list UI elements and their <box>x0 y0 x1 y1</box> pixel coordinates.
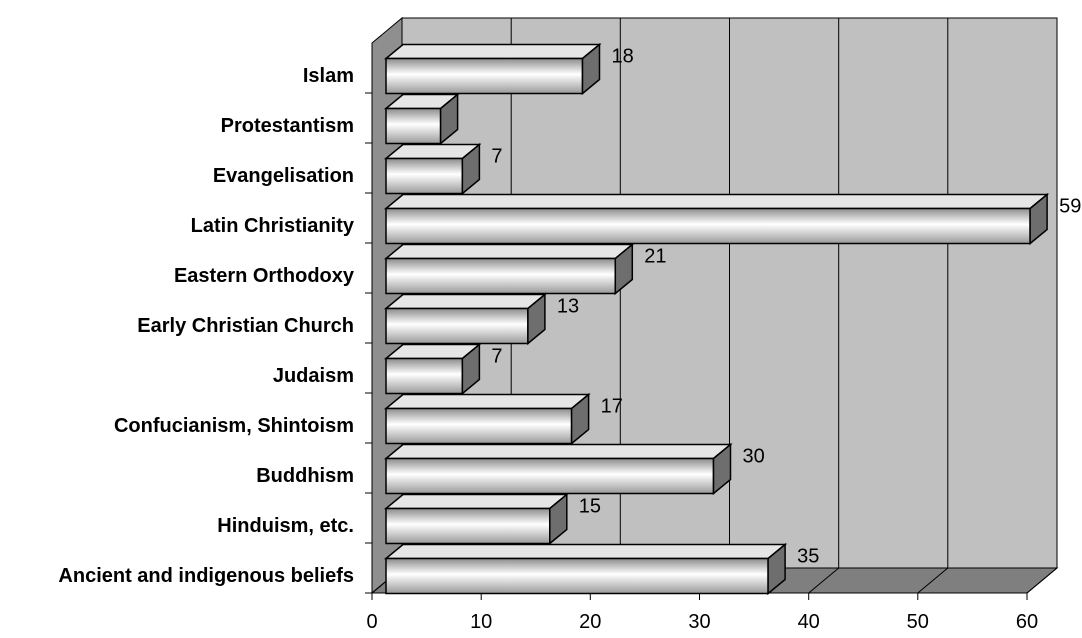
bar <box>383 42 602 96</box>
bar-end-face <box>439 92 459 146</box>
bar-end-face <box>461 342 481 396</box>
data-label: 13 <box>557 296 579 318</box>
bar <box>383 142 482 196</box>
bars <box>383 42 1050 596</box>
data-label: 7 <box>491 146 502 168</box>
category-label: Early Christian Church <box>137 315 354 337</box>
category-label: Judaism <box>273 365 354 387</box>
category-label: Islam <box>303 65 354 87</box>
bar-top-face <box>383 43 602 60</box>
bar <box>383 542 788 596</box>
bar-end-face <box>549 492 568 546</box>
bar-front-face <box>385 107 442 145</box>
data-labels: 18 7 59 21 13 7 17 30 15 35 <box>491 46 1081 568</box>
category-label: Protestantism <box>221 115 354 137</box>
x-tick-label: 10 <box>470 611 492 633</box>
bar-front-face <box>385 507 551 545</box>
bar <box>383 392 591 446</box>
bar-front-face <box>385 357 464 395</box>
floor-gridline <box>1026 567 1058 594</box>
bar-end-face <box>767 542 786 596</box>
bar <box>383 192 1050 246</box>
bar-top-face <box>383 193 1050 210</box>
data-label: 59 <box>1059 196 1081 218</box>
bar-top-face <box>383 443 733 460</box>
data-label: 21 <box>644 246 666 268</box>
bar <box>383 292 547 346</box>
bar-front-face <box>385 207 1031 245</box>
x-tick-label: 40 <box>798 611 820 633</box>
bar <box>383 442 733 496</box>
x-tick-label: 0 <box>366 611 377 633</box>
bar-end-face <box>581 42 601 96</box>
bar-top-face <box>383 493 569 510</box>
category-labels: Islam Protestantism Evangelisation Latin Ch… <box>58 65 354 587</box>
category-label: Eastern Orthodoxy <box>174 265 355 287</box>
bar-front-face <box>385 157 464 195</box>
x-tick-label: 30 <box>688 611 710 633</box>
bar-front-face <box>385 257 617 295</box>
bar-end-face <box>1029 192 1048 246</box>
data-label: 17 <box>601 396 623 418</box>
x-tick-label: 20 <box>579 611 601 633</box>
bar-top-face <box>383 543 788 560</box>
category-label: Ancient and indigenous beliefs <box>58 565 354 587</box>
bar <box>383 342 482 396</box>
bar-end-face <box>614 242 634 296</box>
bar-end-face <box>570 392 590 446</box>
data-label: 30 <box>743 446 765 468</box>
bar-top-face <box>383 393 591 410</box>
floor-gridline <box>808 567 840 594</box>
bar-end-face <box>461 142 481 196</box>
bar-top-face <box>383 293 547 310</box>
data-label: 7 <box>491 346 502 368</box>
category-label: Evangelisation <box>213 165 354 187</box>
x-tick-label: 60 <box>1016 611 1038 633</box>
category-label: Confucianism, Shintoism <box>114 415 354 437</box>
bar-end-face <box>527 292 546 346</box>
data-label: 18 <box>612 46 634 68</box>
bar-top-face <box>383 243 635 260</box>
bar-front-face <box>385 57 584 95</box>
bar-front-face <box>385 557 769 595</box>
data-label: 15 <box>579 496 601 518</box>
data-label: 35 <box>797 546 819 568</box>
bar <box>383 492 569 546</box>
category-label: Buddhism <box>256 465 354 487</box>
bar-front-face <box>385 457 715 495</box>
bar <box>383 92 460 146</box>
x-tick-label: 50 <box>907 611 929 633</box>
category-label: Hinduism, etc. <box>217 515 354 537</box>
bar <box>383 242 635 296</box>
bar-end-face <box>712 442 732 496</box>
floor-gridline <box>917 567 949 594</box>
bar-front-face <box>385 307 529 345</box>
category-label: Latin Christianity <box>191 215 355 237</box>
bar-front-face <box>385 407 573 445</box>
